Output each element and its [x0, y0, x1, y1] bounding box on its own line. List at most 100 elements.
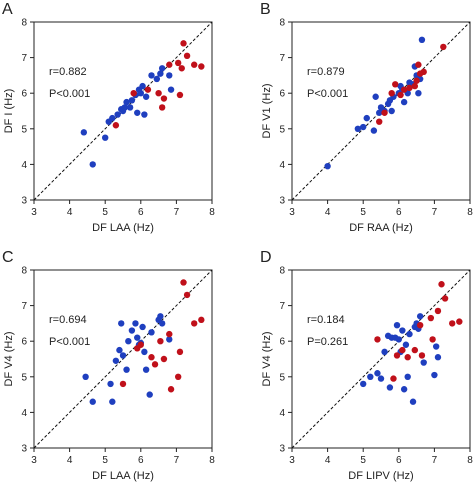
x-tick-label: 4: [325, 207, 331, 218]
data-point: [157, 70, 164, 77]
data-point: [400, 98, 408, 106]
data-point: [429, 336, 436, 343]
data-point: [376, 118, 383, 125]
data-point: [121, 104, 128, 111]
x-tick-label: 7: [174, 207, 180, 218]
y-tick-label: 6: [279, 337, 285, 348]
data-point: [158, 320, 166, 327]
y-tick-label: 7: [279, 301, 285, 312]
x-tick-label: 8: [209, 455, 215, 466]
y-tick-label: 6: [21, 89, 27, 100]
data-point: [449, 320, 456, 327]
data-point: [416, 321, 424, 329]
data-point: [400, 386, 408, 393]
data-point: [399, 327, 406, 334]
y-axis-label: DF V4 (Hz): [3, 332, 15, 387]
data-point: [153, 75, 161, 83]
data-point: [431, 371, 438, 379]
data-point: [409, 398, 417, 405]
data-point: [395, 336, 402, 343]
data-point: [89, 161, 96, 168]
data-point: [166, 61, 173, 68]
x-tick-label: 4: [67, 455, 73, 466]
x-tick-label: 3: [31, 207, 37, 218]
data-point: [388, 107, 395, 115]
y-tick-label: 8: [21, 266, 27, 277]
x-tick-label: 5: [102, 455, 108, 466]
data-point: [393, 321, 401, 329]
data-point: [198, 316, 205, 324]
data-point: [198, 63, 205, 70]
data-point: [456, 318, 463, 325]
data-point: [118, 320, 125, 327]
data-point: [183, 291, 191, 299]
data-point: [178, 65, 185, 72]
panel-label: D: [260, 249, 272, 266]
x-axis-label: DF RAA (Hz): [349, 222, 413, 234]
panel-label: C: [2, 249, 14, 266]
plot-frame: [33, 21, 213, 201]
data-point: [139, 82, 146, 90]
data-point: [80, 129, 88, 136]
y-axis-label: DF V1 (Hz): [261, 84, 273, 139]
y-tick-label: 3: [21, 196, 27, 207]
correlation-annotation: r=0.184: [307, 314, 345, 326]
x-tick-label: 7: [174, 455, 180, 466]
data-point: [404, 373, 411, 380]
data-point: [166, 330, 173, 338]
data-point: [441, 295, 449, 302]
data-point: [89, 398, 96, 405]
y-tick-label: 5: [279, 124, 285, 135]
data-point: [400, 86, 408, 93]
data-point: [119, 352, 127, 359]
x-tick-label: 3: [31, 455, 37, 466]
data-point: [388, 90, 395, 97]
data-point: [415, 61, 422, 68]
data-point: [418, 36, 426, 43]
data-point: [116, 346, 123, 354]
x-tick-label: 8: [467, 455, 473, 466]
data-point: [134, 109, 141, 116]
y-tick-label: 8: [279, 266, 285, 277]
x-tick-label: 7: [432, 207, 438, 218]
y-tick-label: 7: [21, 301, 27, 312]
data-point: [157, 313, 164, 320]
y-tick-label: 4: [279, 408, 285, 419]
data-point: [174, 59, 182, 67]
x-tick-label: 5: [360, 455, 366, 466]
y-tick-label: 3: [21, 444, 27, 455]
x-tick-label: 4: [325, 455, 331, 466]
data-point: [176, 348, 184, 356]
data-point: [123, 366, 130, 373]
data-point: [167, 86, 175, 93]
y-tick-label: 6: [21, 337, 27, 348]
data-point: [438, 281, 445, 288]
data-point: [376, 109, 383, 116]
data-point: [392, 81, 399, 88]
plot-frame: [33, 269, 213, 449]
data-point: [372, 93, 379, 100]
data-point: [155, 90, 162, 97]
data-point: [130, 90, 137, 97]
data-point: [183, 52, 191, 60]
plot-frame: [291, 269, 471, 449]
x-axis-label: DF LAA (Hz): [92, 222, 154, 234]
data-point: [360, 123, 367, 131]
y-tick-label: 5: [21, 124, 27, 135]
correlation-annotation: r=0.694: [49, 314, 87, 326]
data-point: [158, 65, 166, 72]
data-point: [123, 98, 130, 106]
x-tick-label: 5: [360, 207, 366, 218]
data-point: [132, 320, 139, 327]
data-point: [427, 314, 435, 322]
panel-label: A: [2, 1, 13, 18]
data-point: [418, 352, 426, 359]
x-tick-label: 6: [138, 455, 144, 466]
data-point: [416, 313, 424, 320]
data-point: [109, 114, 116, 122]
data-point: [411, 82, 419, 90]
y-tick-label: 4: [21, 408, 27, 419]
data-point: [180, 40, 187, 47]
data-point: [440, 43, 447, 51]
